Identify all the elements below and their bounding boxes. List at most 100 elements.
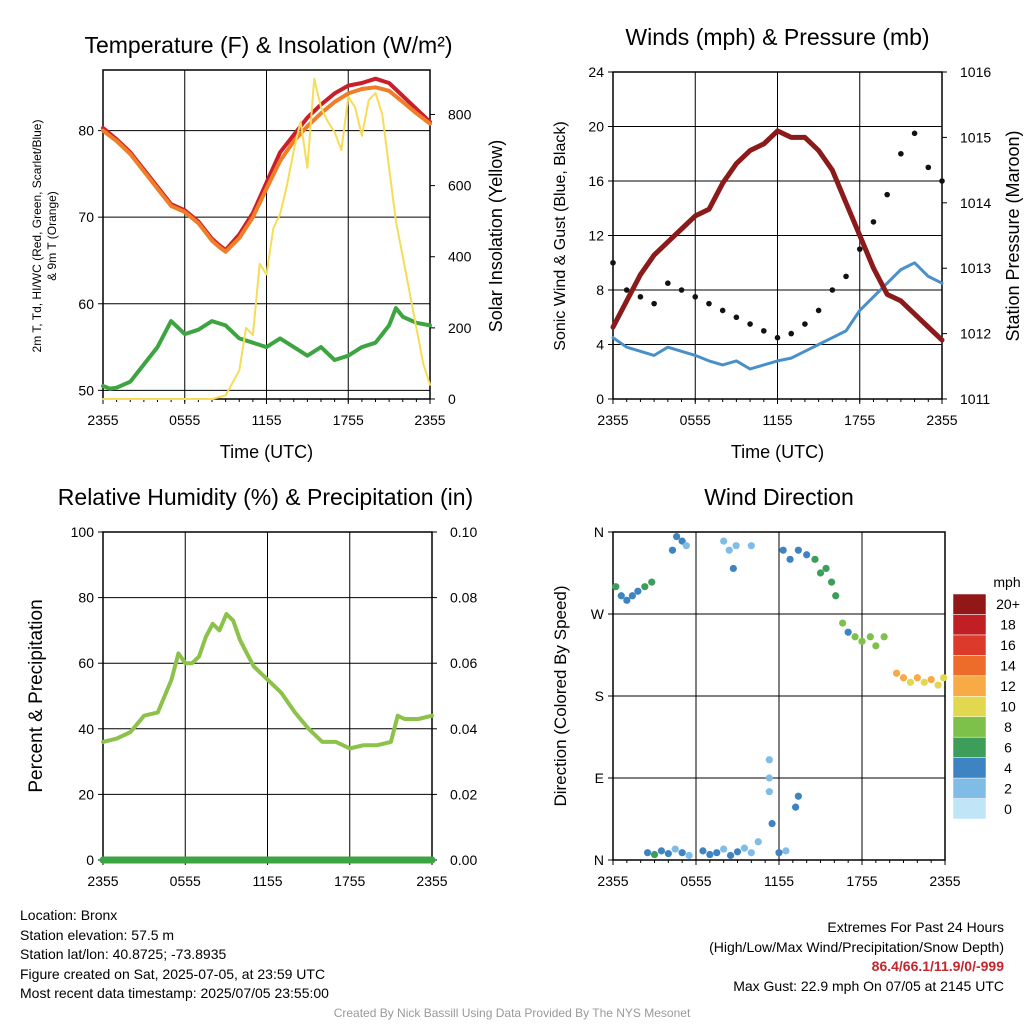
temperature-xtick-label: 0555 (169, 412, 200, 428)
direction-ylabel-left: Direction (Colored By Speed) (551, 585, 570, 806)
winds-ytick-label: 16 (588, 173, 604, 189)
winds-ytick-right-label: 1013 (960, 260, 991, 276)
colorbar-label: 2 (1004, 780, 1012, 796)
winds-xtick-label: 1755 (844, 412, 875, 428)
direction-point (934, 681, 942, 689)
direction-point (747, 542, 755, 550)
extremes-description: (High/Low/Max Wind/Precipitation/Snow De… (709, 938, 1004, 955)
direction-point (706, 850, 714, 859)
winds-series-gust-point (788, 330, 795, 337)
humidity-ytick-right-label: 0.00 (450, 852, 477, 868)
direction-point (623, 596, 631, 604)
direction-point (720, 845, 728, 853)
station-info: Location: Bronx Station elevation: 57.5 … (20, 906, 329, 1004)
direction-point (678, 849, 686, 857)
direction-point (628, 592, 636, 600)
humidity-ytick-label: 40 (78, 721, 94, 737)
winds-series-gust-point (925, 164, 932, 171)
temperature-ytick-right-label: 800 (448, 106, 472, 122)
direction-point (732, 542, 740, 550)
colorbar-swatch (952, 736, 987, 758)
humidity-ytick-right-label: 0.02 (450, 786, 477, 802)
humidity-xtick-label: 1155 (252, 873, 282, 889)
winds-series-gust-point (706, 300, 712, 307)
temperature-series-9m-t (101, 85, 432, 254)
humidity-ytick-right-label: 0.06 (450, 655, 477, 671)
colorbar-label: 8 (1004, 719, 1012, 735)
extremes-title: Extremes For Past 24 Hours (827, 919, 1004, 935)
direction-point (617, 592, 625, 600)
colorbar-label: 12 (1000, 678, 1016, 694)
winds-series-station-pressure (610, 128, 945, 343)
winds-xlabel: Time (UTC) (731, 442, 824, 462)
colorbar-label: 14 (1000, 658, 1016, 674)
winds-ylabel-left: Sonic Wind & Gust (Blue, Black) (552, 121, 569, 350)
colorbar-label: 10 (1000, 699, 1016, 715)
winds-ylabel-right: Station Pressure (Maroon) (1003, 130, 1023, 341)
direction-ytick-label: N (594, 852, 604, 868)
direction-point (643, 849, 652, 857)
temperature-ylabel-right: Solar Insolation (Yellow) (486, 140, 506, 332)
humidity-ytick-right-label: 0.08 (450, 590, 477, 606)
direction-point (657, 847, 666, 855)
latlon-text: Station lat/lon: 40.8725; -73.8935 (20, 946, 227, 962)
direction-point (866, 633, 874, 641)
winds-series-gust-point (843, 273, 849, 280)
direction-point (940, 674, 948, 682)
colorbar-title: mph (993, 574, 1020, 590)
direction-point (768, 819, 776, 828)
extremes-values: 86.4/66.1/11.9/0/-999 (871, 958, 1004, 974)
winds-ytick-label: 0 (596, 391, 604, 407)
winds-xtick-label: 1155 (762, 412, 792, 428)
winds-xtick-label: 2355 (597, 412, 628, 428)
direction-ytick-label: S (595, 688, 604, 704)
winds-ytick-right-label: 1015 (960, 129, 991, 145)
direction-point (779, 546, 787, 554)
direction-point (729, 564, 737, 573)
direction-point (899, 674, 908, 682)
direction-point (822, 564, 830, 573)
humidity-ytick-right-label: 0.04 (450, 721, 477, 737)
direction-ytick-label: N (594, 524, 604, 540)
colorbar-swatch (952, 777, 987, 799)
winds-series-gust-point (623, 287, 630, 293)
temperature-ytick-label: 60 (78, 296, 94, 312)
colorbar-swatch (952, 716, 987, 738)
colorbar-swatch (952, 696, 987, 717)
winds-series-gust-point (884, 191, 890, 198)
direction-point (682, 542, 690, 550)
elevation-text: Station elevation: 57.5 m (20, 926, 175, 943)
colorbar-label: 6 (1004, 739, 1012, 755)
direction-point (786, 555, 794, 563)
winds-series-gust-point (774, 334, 781, 341)
temperature-ytick-right-label: 400 (448, 249, 472, 265)
temperature-xtick-label: 1155 (251, 412, 281, 428)
direction-point (765, 756, 773, 764)
humidity-xtick-label: 0555 (170, 873, 201, 889)
temperature-xlabel: Time (UTC) (220, 442, 313, 462)
winds-ytick-label: 20 (588, 119, 604, 135)
humidity-series-relative-humidity (101, 612, 434, 751)
humidity-ytick-label: 0 (86, 852, 94, 868)
temperature-ylabel-left-1: 2m T, Td, HI/WC (Red, Green, Scarlet/Blu… (30, 120, 44, 353)
winds-series-gust-point (870, 219, 877, 225)
winds-series-gust-point (719, 307, 726, 314)
winds-series-gust-point (610, 259, 616, 266)
colorbar-swatch (952, 593, 987, 615)
humidity-ytick-label: 80 (78, 590, 94, 606)
direction-point (726, 851, 735, 860)
colorbar-swatch (952, 675, 987, 697)
direction-point (678, 537, 686, 545)
humidity-ylabel-left: Percent & Precipitation (26, 599, 47, 792)
humidity-ytick-label: 20 (78, 786, 94, 802)
direction-xtick-label: 1755 (846, 873, 877, 889)
direction-point (851, 633, 859, 641)
winds-series-gust-point (637, 294, 644, 300)
direction-point (832, 592, 840, 600)
humidity-ytick-right-label: 0.10 (450, 524, 477, 540)
temperature-series-solar-insolation (102, 77, 431, 400)
winds-ytick-right-label: 1011 (960, 391, 990, 407)
winds-series-sonic-wind (611, 261, 944, 371)
direction-point (792, 803, 800, 811)
